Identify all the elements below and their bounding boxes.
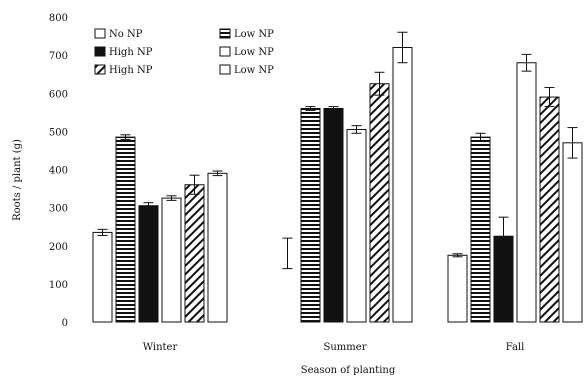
- error-bar: [397, 31, 408, 64]
- legend-swatch: [219, 46, 231, 57]
- error-bar: [475, 132, 486, 142]
- bar: [447, 254, 468, 323]
- error-bar: [521, 53, 532, 72]
- bar: [92, 231, 113, 323]
- error-bar: [328, 106, 339, 111]
- x-tick-label: Fall: [506, 342, 525, 353]
- bar: [392, 47, 413, 323]
- bar: [138, 205, 159, 323]
- y-axis-title: Roots / plant (g): [12, 139, 23, 221]
- legend-item: High NP: [94, 64, 153, 76]
- y-tick-label: 800: [49, 13, 68, 24]
- error-bar: [305, 106, 316, 111]
- error-bar: [212, 170, 223, 177]
- bar: [539, 96, 560, 323]
- x-tick-label: Winter: [143, 342, 178, 353]
- legend-label: High NP: [109, 47, 153, 58]
- y-tick-label: 600: [49, 89, 68, 100]
- legend-swatch: [94, 64, 106, 75]
- y-tick-label: 100: [49, 280, 68, 291]
- y-tick-label: 400: [49, 166, 68, 177]
- bar: [300, 108, 321, 323]
- legend-label: Low NP: [234, 47, 274, 58]
- bar: [184, 184, 205, 323]
- legend-label: Low NP: [234, 65, 274, 76]
- error-bar: [166, 195, 177, 201]
- y-tick-label: 700: [49, 51, 68, 62]
- error-bar: [97, 228, 108, 236]
- legend-swatch: [219, 64, 231, 75]
- legend-label: High NP: [109, 65, 153, 76]
- bar: [161, 197, 182, 323]
- legend-label: No NP: [109, 29, 143, 40]
- bar: [346, 128, 367, 323]
- legend-swatch: [219, 28, 231, 39]
- bar: [323, 108, 344, 323]
- error-bar: [351, 125, 362, 134]
- legend-swatch: [94, 46, 106, 57]
- legend-item: No NP: [94, 28, 143, 40]
- error-bar: [498, 216, 509, 256]
- y-tick-label: 500: [49, 127, 68, 138]
- legend-item: High NP: [94, 46, 153, 58]
- error-bar: [374, 71, 385, 96]
- x-axis-title: Season of planting: [301, 365, 396, 376]
- legend: No NP Low NP High NP Low NP High NP Low NP: [94, 28, 274, 76]
- error-bar: [567, 127, 578, 159]
- y-tick-label: 200: [49, 242, 68, 253]
- legend-item: Low NP: [219, 28, 274, 40]
- bar: [115, 136, 136, 323]
- bar: [207, 172, 228, 323]
- y-tick-label: 300: [49, 204, 68, 215]
- error-bar: [120, 134, 131, 140]
- error-bar: [544, 87, 555, 108]
- legend-label: Low NP: [234, 29, 274, 40]
- legend-item: Low NP: [219, 46, 274, 58]
- error-bar: [282, 237, 293, 270]
- error-bar: [189, 174, 200, 195]
- x-tick-label: Summer: [324, 342, 367, 353]
- error-bar: [143, 202, 154, 210]
- bar: [516, 62, 537, 323]
- legend-item: Low NP: [219, 64, 274, 76]
- legend-swatch: [94, 28, 106, 39]
- bar: [470, 136, 491, 323]
- bar: [562, 142, 583, 323]
- error-bar: [452, 253, 463, 258]
- bar: [369, 83, 390, 323]
- y-tick-label: 0: [62, 318, 68, 329]
